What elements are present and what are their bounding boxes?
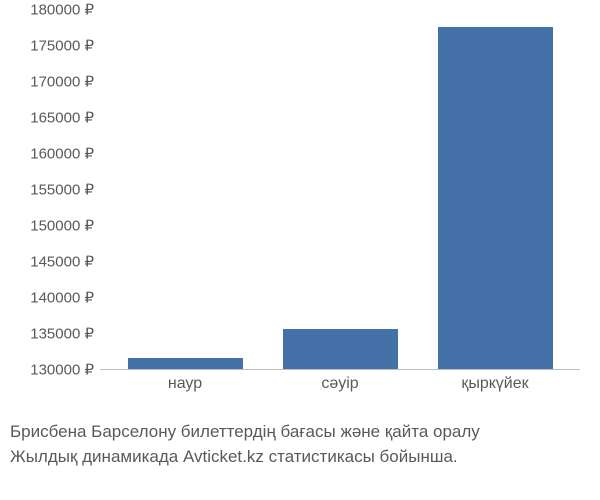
x-tick-label: сәуір bbox=[321, 375, 358, 393]
x-tick-label: қыркүйек bbox=[461, 375, 528, 393]
y-tick-label: 140000 ₽ bbox=[30, 291, 94, 306]
x-axis: наур сәуір қыркүйек bbox=[100, 375, 580, 405]
y-tick-label: 175000 ₽ bbox=[30, 39, 94, 54]
y-tick-label: 130000 ₽ bbox=[30, 363, 94, 378]
chart-caption: Брисбена Барселону билеттердің бағасы жә… bbox=[10, 420, 590, 469]
y-tick-label: 145000 ₽ bbox=[30, 255, 94, 270]
y-tick-label: 170000 ₽ bbox=[30, 75, 94, 90]
y-axis: 130000 ₽135000 ₽140000 ₽145000 ₽150000 ₽… bbox=[10, 10, 100, 370]
caption-line-1: Брисбена Барселону билеттердің бағасы жә… bbox=[10, 420, 590, 445]
caption-line-2: Жылдық динамикада Avticket.kz статистика… bbox=[10, 445, 590, 470]
y-tick-label: 150000 ₽ bbox=[30, 219, 94, 234]
y-tick-label: 155000 ₽ bbox=[30, 183, 94, 198]
y-tick-label: 160000 ₽ bbox=[30, 147, 94, 162]
bar bbox=[128, 358, 243, 369]
bar bbox=[283, 329, 398, 369]
plot-area bbox=[100, 10, 580, 370]
y-tick-label: 180000 ₽ bbox=[30, 3, 94, 18]
x-tick-label: наур bbox=[168, 375, 202, 393]
y-tick-label: 165000 ₽ bbox=[30, 111, 94, 126]
y-tick-label: 135000 ₽ bbox=[30, 327, 94, 342]
bar bbox=[438, 27, 553, 369]
price-chart: 130000 ₽ 135000 ₽ 140000 ₽ 145000 ₽ 150000 ₽… bbox=[10, 10, 590, 410]
